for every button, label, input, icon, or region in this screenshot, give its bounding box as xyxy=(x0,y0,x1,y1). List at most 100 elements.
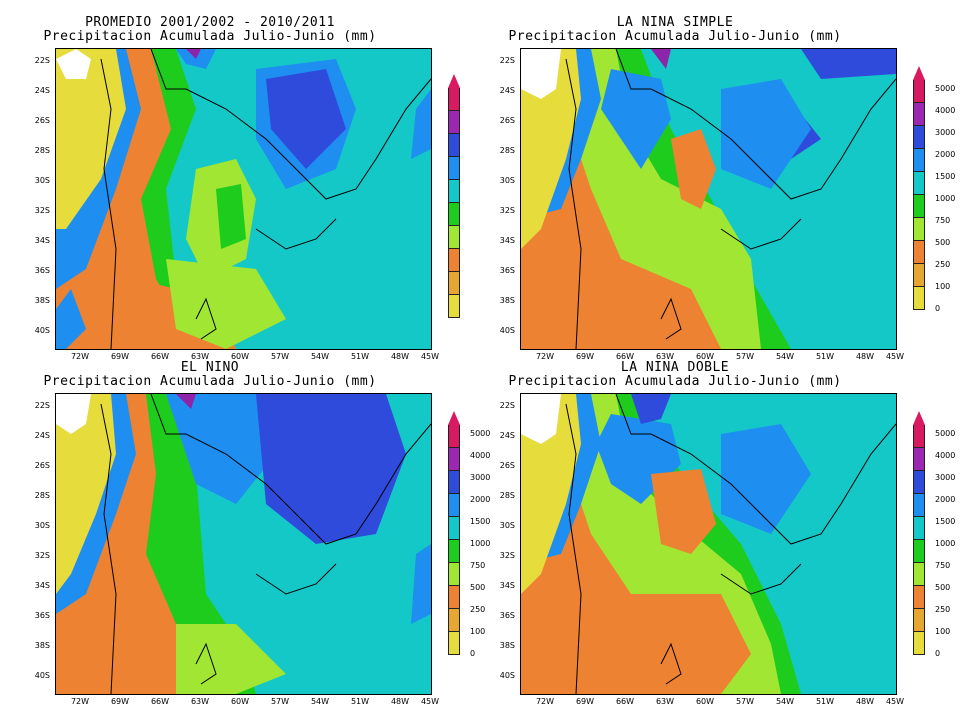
panel-subtitle: Precipitacion Acumulada Julio-Junio (mm) xyxy=(508,29,842,44)
lon-label: 54W xyxy=(310,697,330,706)
colorbar-label: 1500 xyxy=(935,172,956,181)
panel-title: LA NINA SIMPLE xyxy=(616,15,734,30)
lat-label: 22S xyxy=(34,56,50,65)
lon-label: 51W xyxy=(815,697,835,706)
colorbar-label: 0 xyxy=(935,304,941,313)
lat-label: 32S xyxy=(499,206,515,215)
colorbar-label: 1500 xyxy=(935,517,956,526)
lat-label: 34S xyxy=(499,581,515,590)
lat-label: 28S xyxy=(34,146,50,155)
colorbar-label: 3000 xyxy=(470,473,491,482)
lat-label: 36S xyxy=(34,266,50,275)
lon-label: 54W xyxy=(775,352,795,361)
lat-label: 38S xyxy=(499,296,515,305)
lon-label: 48W xyxy=(390,352,410,361)
lon-label: 57W xyxy=(270,352,290,361)
lat-label: 26S xyxy=(499,116,515,125)
colorbar-label: 500 xyxy=(935,583,951,592)
lon-label: 60W xyxy=(695,697,715,706)
lon-label: 54W xyxy=(775,697,795,706)
lon-label: 60W xyxy=(695,352,715,361)
lon-label: 51W xyxy=(350,697,370,706)
colorbar xyxy=(913,66,927,324)
lat-label: 36S xyxy=(34,611,50,620)
lat-label: 38S xyxy=(34,641,50,650)
lon-label: 69W xyxy=(575,697,595,706)
lat-label: 30S xyxy=(499,521,515,530)
colorbar xyxy=(913,411,927,669)
lon-label: 66W xyxy=(615,352,635,361)
lat-label: 24S xyxy=(34,431,50,440)
lon-label: 72W xyxy=(535,697,555,706)
lat-label: 22S xyxy=(499,56,515,65)
lon-label: 48W xyxy=(855,697,875,706)
lon-label: 54W xyxy=(310,352,330,361)
lon-label: 72W xyxy=(535,352,555,361)
colorbar-label: 5000 xyxy=(470,429,491,438)
panel-subtitle: Precipitacion Acumulada Julio-Junio (mm) xyxy=(508,374,842,389)
lon-label: 48W xyxy=(390,697,410,706)
lat-label: 24S xyxy=(499,86,515,95)
panel-nina-doble: LA NINA DOBLE Precipitacion Acumulada Ju… xyxy=(475,355,956,710)
colorbar-label: 4000 xyxy=(470,451,491,460)
lat-label: 40S xyxy=(499,671,515,680)
lat-label: 36S xyxy=(499,266,515,275)
colorbar-label: 1000 xyxy=(935,194,956,203)
lon-label: 48W xyxy=(855,352,875,361)
lon-label: 51W xyxy=(815,352,835,361)
colorbar-label: 4000 xyxy=(935,451,956,460)
lat-label: 22S xyxy=(499,401,515,410)
lon-label: 60W xyxy=(230,352,250,361)
lon-label: 66W xyxy=(150,352,170,361)
lat-label: 32S xyxy=(34,206,50,215)
colorbar xyxy=(448,74,462,332)
lat-label: 28S xyxy=(499,146,515,155)
colorbar-label: 750 xyxy=(470,561,486,570)
colorbar-label: 5000 xyxy=(935,84,956,93)
colorbar-label: 1000 xyxy=(935,539,956,548)
panel-title: EL NINO xyxy=(180,360,240,375)
colorbar-label: 100 xyxy=(935,282,951,291)
panel-title: PROMEDIO 2001/2002 - 2010/2011 xyxy=(85,15,335,30)
colorbar-label: 1000 xyxy=(470,539,491,548)
lon-label: 57W xyxy=(735,697,755,706)
panel-subtitle: Precipitacion Acumulada Julio-Junio (mm) xyxy=(43,374,377,389)
colorbar-label: 750 xyxy=(935,216,951,225)
lat-label: 40S xyxy=(34,326,50,335)
lat-label: 32S xyxy=(34,551,50,560)
lat-label: 40S xyxy=(499,326,515,335)
lat-label: 30S xyxy=(34,176,50,185)
lon-label: 72W xyxy=(70,352,90,361)
colorbar-label: 250 xyxy=(470,605,486,614)
lat-label: 26S xyxy=(34,461,50,470)
lon-label: 45W xyxy=(885,352,905,361)
colorbar-label: 3000 xyxy=(935,473,956,482)
precip-map xyxy=(520,48,897,350)
colorbar-label: 3000 xyxy=(935,128,956,137)
colorbar-label: 4000 xyxy=(935,106,956,115)
lon-label: 57W xyxy=(735,352,755,361)
colorbar-label: 750 xyxy=(935,561,951,570)
precip-map xyxy=(520,393,897,695)
colorbar-label: 2000 xyxy=(470,495,491,504)
lat-label: 38S xyxy=(34,296,50,305)
lon-label: 51W xyxy=(350,352,370,361)
lat-label: 36S xyxy=(499,611,515,620)
lat-label: 32S xyxy=(499,551,515,560)
precip-map xyxy=(55,393,432,695)
colorbar-label: 250 xyxy=(935,260,951,269)
colorbar-label: 0 xyxy=(935,649,941,658)
colorbar-label: 100 xyxy=(935,627,951,636)
colorbar-label: 500 xyxy=(935,238,951,247)
lon-label: 60W xyxy=(230,697,250,706)
lon-label: 69W xyxy=(110,352,130,361)
panel-subtitle: Precipitacion Acumulada Julio-Junio (mm) xyxy=(43,29,377,44)
lat-label: 30S xyxy=(34,521,50,530)
colorbar-label: 2000 xyxy=(935,495,956,504)
lat-label: 34S xyxy=(34,236,50,245)
colorbar-label: 5000 xyxy=(935,429,956,438)
panel-nino: EL NINO Precipitacion Acumulada Julio-Ju… xyxy=(10,355,491,710)
panel-promedio: PROMEDIO 2001/2002 - 2010/2011 Precipita… xyxy=(10,10,480,365)
lon-label: 66W xyxy=(615,697,635,706)
colorbar-label: 2000 xyxy=(935,150,956,159)
